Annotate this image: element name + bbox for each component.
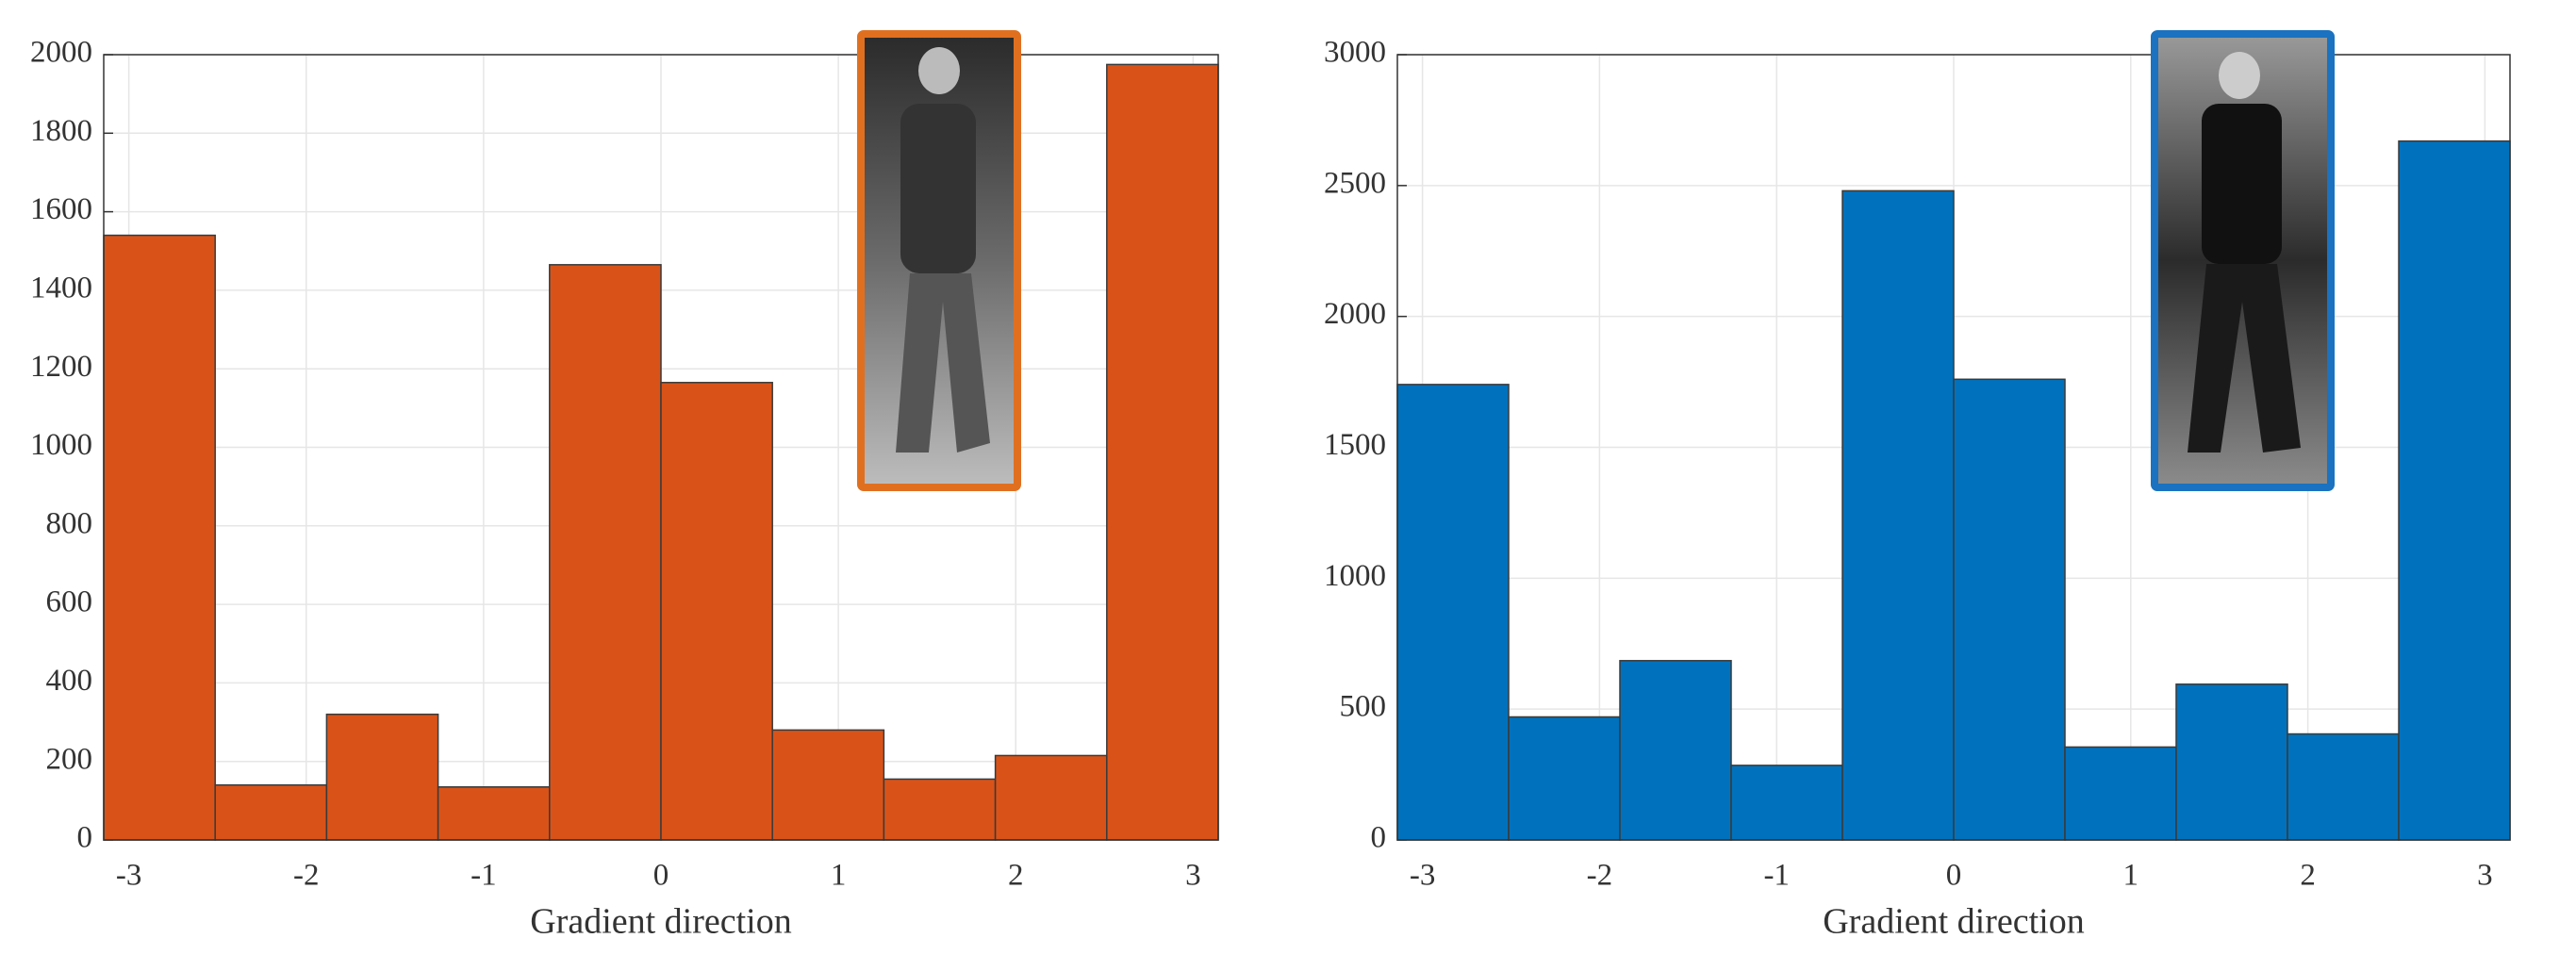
y-tick-label: 400 (46, 664, 93, 698)
y-tick-label: 1400 (30, 271, 92, 304)
y-tick-label: 2000 (30, 36, 92, 70)
x-tick-label: 3 (1185, 859, 1201, 893)
inset-photo (857, 30, 1021, 491)
bar (2064, 746, 2177, 841)
y-tick-label: 1500 (1324, 428, 1386, 462)
bar (660, 382, 773, 841)
axes-box (1396, 54, 2511, 841)
y-tick-label: 600 (46, 585, 93, 619)
bar (1730, 765, 1843, 841)
bar (214, 783, 328, 841)
x-tick-label: 0 (653, 859, 669, 893)
y-tick-label: 0 (1371, 821, 1387, 855)
bar (1508, 716, 1621, 841)
x-tick-label: -2 (1587, 859, 1613, 893)
bar (2175, 683, 2288, 841)
y-tick-label: 1600 (30, 192, 92, 226)
bar (549, 264, 662, 841)
x-tick-label: -2 (293, 859, 320, 893)
bar (1953, 378, 2066, 841)
x-tick-label: -1 (1763, 859, 1790, 893)
inset-photo (2151, 30, 2335, 491)
y-tick-label: 2500 (1324, 166, 1386, 200)
x-tick-label: 2 (2300, 859, 2316, 893)
bar (883, 778, 997, 841)
bar (1841, 189, 1955, 841)
bar (994, 754, 1108, 841)
y-tick-label: 200 (46, 742, 93, 776)
bar (1396, 384, 1510, 841)
x-tick-label: -1 (471, 859, 497, 893)
y-tick-label: 800 (46, 506, 93, 540)
bar (1106, 63, 1219, 841)
x-axis-label: Gradient direction (1823, 902, 2085, 942)
y-tick-label: 1800 (30, 114, 92, 148)
bar (325, 713, 439, 841)
x-tick-label: -3 (1410, 859, 1436, 893)
bar (437, 786, 551, 841)
bar (103, 234, 216, 841)
x-axis-label: Gradient direction (530, 902, 792, 942)
x-tick-label: 0 (1946, 859, 1962, 893)
y-tick-label: 3000 (1324, 36, 1386, 70)
y-tick-label: 1200 (30, 350, 92, 384)
bar (2287, 732, 2400, 841)
bar (2398, 140, 2511, 841)
x-tick-label: 2 (1008, 859, 1024, 893)
y-tick-label: 1000 (1324, 559, 1386, 593)
bar (1619, 660, 1732, 841)
left-histogram: 0 200 400 600 800 1000 1200 1400 1600 1800 2000 -3 -… (30, 36, 1219, 942)
y-tick-label: 1000 (30, 428, 92, 462)
bar (771, 729, 885, 841)
axes-box (103, 54, 1219, 841)
y-tick-label: 2000 (1324, 297, 1386, 331)
x-tick-label: -3 (116, 859, 142, 893)
x-tick-label: 3 (2477, 859, 2493, 893)
y-tick-label: 500 (1340, 690, 1387, 724)
x-tick-label: 1 (831, 859, 847, 893)
x-tick-label: 1 (2123, 859, 2139, 893)
y-tick-label: 0 (77, 821, 93, 855)
